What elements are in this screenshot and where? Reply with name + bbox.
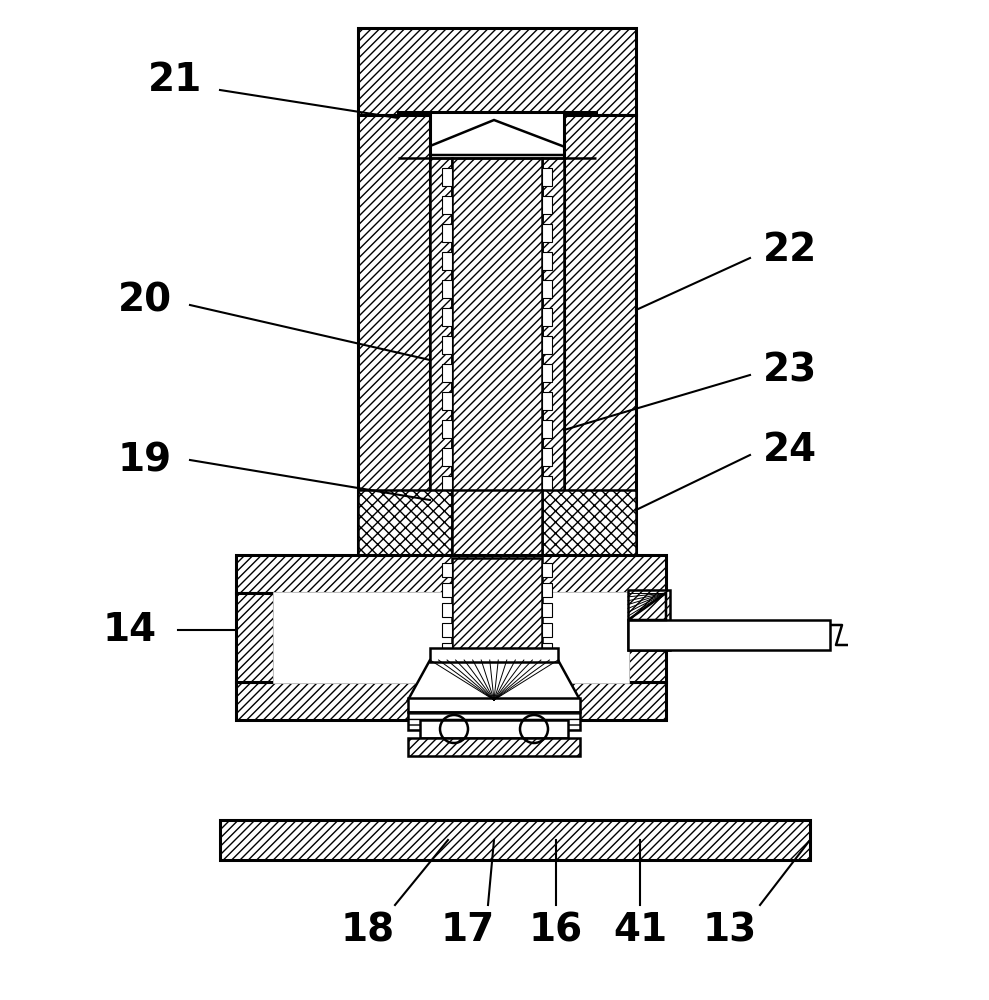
Bar [542, 448, 552, 466]
Bar [542, 476, 552, 494]
Bar [358, 28, 636, 115]
Bar [442, 336, 452, 354]
Bar [628, 620, 830, 650]
Bar [442, 252, 452, 270]
Polygon shape [628, 593, 666, 620]
Bar [442, 224, 452, 242]
Bar [452, 158, 542, 555]
Bar [628, 593, 666, 682]
Bar [542, 308, 552, 326]
Text: 41: 41 [613, 911, 667, 949]
Bar [408, 738, 580, 756]
Text: 21: 21 [148, 61, 202, 99]
Bar [442, 168, 452, 186]
Bar [442, 364, 452, 382]
Bar [442, 196, 452, 214]
Polygon shape [408, 120, 586, 155]
Bar [542, 490, 636, 558]
Bar [542, 643, 552, 657]
Bar [442, 392, 452, 410]
Bar [452, 558, 542, 660]
Text: 16: 16 [529, 911, 584, 949]
Bar [442, 563, 452, 577]
Bar [442, 643, 452, 657]
Bar [408, 712, 580, 730]
Bar [442, 476, 452, 494]
Bar [442, 623, 452, 637]
Bar [542, 196, 552, 214]
Bar [628, 590, 670, 650]
Bar [236, 682, 666, 720]
Bar [542, 623, 552, 637]
Text: 13: 13 [703, 911, 758, 949]
Bar [542, 603, 552, 617]
Bar [236, 593, 274, 682]
Bar [442, 280, 452, 298]
Bar [542, 392, 552, 410]
Text: 18: 18 [341, 911, 395, 949]
Text: 20: 20 [118, 281, 172, 319]
Bar [398, 112, 596, 160]
Bar [542, 168, 552, 186]
Text: 17: 17 [441, 911, 495, 949]
Bar [430, 648, 558, 662]
Bar [542, 420, 552, 438]
Text: 23: 23 [763, 351, 817, 389]
Bar [220, 820, 810, 860]
Bar [542, 224, 552, 242]
Bar [274, 593, 628, 682]
Bar [542, 158, 564, 555]
Bar [442, 583, 452, 597]
Bar [542, 336, 552, 354]
Bar [408, 698, 580, 712]
Bar [358, 490, 452, 558]
Bar [542, 280, 552, 298]
Bar [236, 555, 666, 593]
Text: 22: 22 [763, 231, 817, 269]
Bar [442, 504, 452, 522]
Bar [442, 448, 452, 466]
Bar [420, 720, 568, 738]
Polygon shape [408, 660, 580, 700]
Bar [442, 420, 452, 438]
Text: 14: 14 [103, 611, 157, 649]
Bar [564, 115, 636, 555]
Bar [442, 308, 452, 326]
Text: 24: 24 [763, 431, 817, 469]
Bar [542, 364, 552, 382]
Bar [452, 490, 542, 558]
Bar [542, 563, 552, 577]
Bar [358, 115, 430, 555]
Bar [442, 603, 452, 617]
Text: 19: 19 [118, 441, 172, 479]
Bar [430, 158, 452, 555]
Bar [542, 583, 552, 597]
Bar [542, 252, 552, 270]
Bar [542, 504, 552, 522]
